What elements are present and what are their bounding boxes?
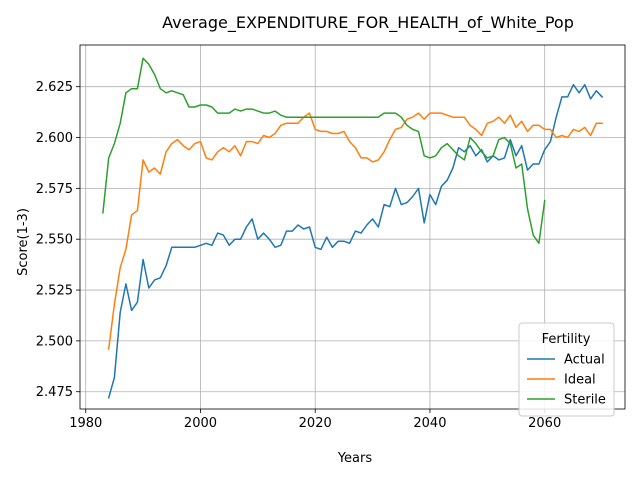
series-line-sterile [102, 57, 546, 245]
series-lines [102, 57, 604, 399]
series-line-actual [107, 83, 604, 399]
y-tick-label: 2.525 [36, 284, 73, 299]
x-tick-label: 2040 [413, 416, 446, 431]
legend-entries: Actual Ideal Sterile [527, 353, 606, 408]
series-line-ideal [107, 112, 603, 350]
y-tick-label: 2.600 [36, 131, 73, 146]
y-tick-label: 2.550 [36, 233, 73, 248]
y-tick-label: 2.575 [36, 182, 73, 197]
legend-label-ideal: Ideal [564, 373, 596, 388]
y-axis-label: Score(1-3) [16, 208, 31, 276]
y-axis-ticks: 2.475 2.500 2.525 2.550 2.575 2.600 2.625 [36, 80, 80, 400]
chart-title: Average_EXPENDITURE_FOR_HEALTH_of_White_… [162, 13, 574, 33]
legend-label-sterile: Sterile [564, 393, 606, 408]
x-tick-label: 2020 [299, 416, 332, 431]
x-axis-ticks: 1980 2000 2020 2040 2060 [69, 409, 561, 431]
x-tick-label: 1980 [69, 416, 102, 431]
legend-title: Fertility [542, 332, 591, 347]
legend: Fertility Actual Ideal Sterile [518, 322, 615, 417]
grid [80, 45, 625, 409]
x-tick-label: 2000 [184, 416, 217, 431]
x-axis-label: Years [337, 451, 373, 466]
x-tick-label: 2060 [528, 416, 561, 431]
legend-label-actual: Actual [564, 353, 605, 368]
y-tick-label: 2.625 [36, 80, 73, 95]
y-tick-label: 2.475 [36, 385, 73, 400]
plot-frame [79, 44, 626, 410]
y-tick-label: 2.500 [36, 334, 73, 349]
legend-box [518, 322, 615, 417]
